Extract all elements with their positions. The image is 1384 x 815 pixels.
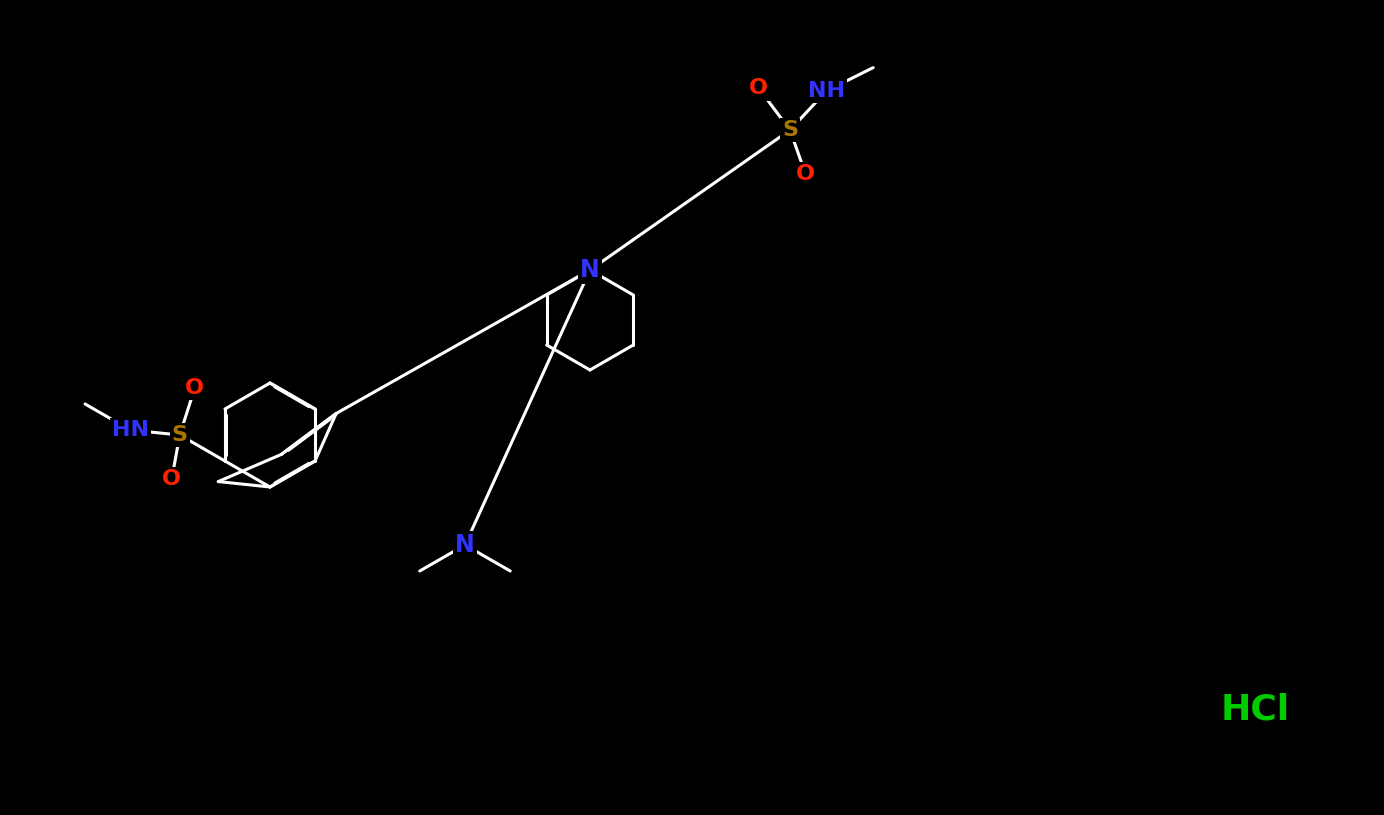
Text: O: O — [796, 164, 815, 184]
Text: O: O — [185, 378, 205, 399]
Text: NH: NH — [808, 81, 844, 101]
Text: S: S — [782, 120, 799, 140]
Text: O: O — [162, 469, 181, 489]
Text: O: O — [749, 78, 768, 99]
Text: HCl: HCl — [1221, 693, 1290, 727]
Text: S: S — [172, 425, 188, 445]
Text: HN: HN — [112, 420, 149, 440]
Text: N: N — [455, 533, 475, 557]
Text: N: N — [580, 258, 599, 282]
